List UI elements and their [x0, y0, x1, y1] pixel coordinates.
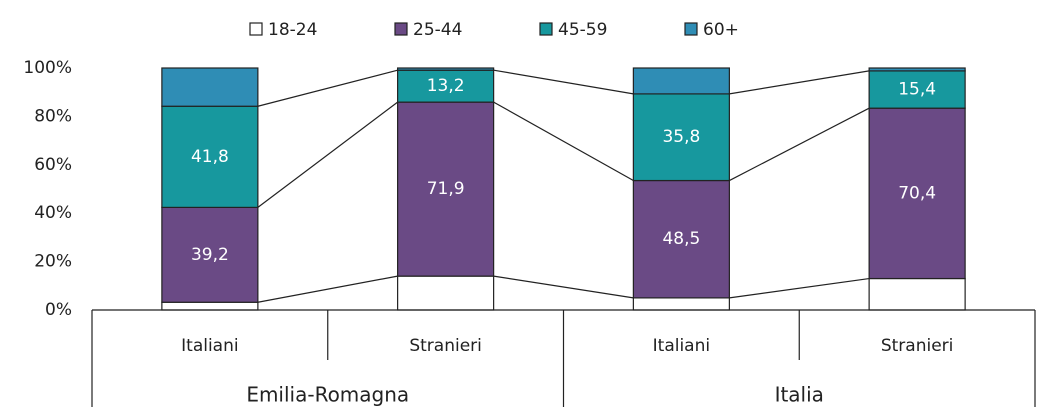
value-label: 48,5 [662, 229, 700, 249]
value-label: 39,2 [191, 245, 229, 265]
value-label: 71,9 [427, 179, 465, 199]
legend-swatch [684, 22, 698, 36]
bar-segment [868, 70, 966, 109]
bar-segment [632, 93, 730, 182]
bar-segment [161, 67, 259, 107]
group-label: Emilia-Romagna [246, 383, 409, 407]
connector [493, 275, 634, 299]
group-label: Italia [775, 383, 824, 407]
legend-swatch [539, 22, 553, 36]
connector [729, 107, 870, 182]
value-label: 13,2 [427, 76, 465, 96]
value-label: 70,4 [898, 183, 936, 203]
bar-segment [632, 67, 730, 95]
connector [257, 69, 398, 107]
bar-segment [397, 67, 495, 71]
x-tick-label: Stranieri [881, 336, 954, 356]
y-tick-label: 0% [45, 300, 72, 320]
bar-segment [632, 297, 730, 311]
bar-segment [397, 275, 495, 311]
bar-segment [161, 301, 259, 311]
x-tick-label: Italiani [653, 336, 710, 356]
bar-segment [161, 105, 259, 208]
value-label: 41,8 [191, 147, 229, 167]
legend-label: 45-59 [558, 20, 607, 40]
y-tick-label: 60% [34, 155, 72, 175]
x-tick-label: Stranieri [409, 336, 482, 356]
bar-segment [632, 179, 730, 299]
connector [729, 70, 870, 95]
bar-segment [161, 206, 259, 303]
y-tick-label: 80% [34, 106, 72, 126]
y-tick-label: 100% [23, 58, 72, 78]
bar-segment [868, 107, 966, 280]
value-label: 15,4 [898, 80, 936, 100]
bar-segment [397, 69, 495, 103]
bar-segment [868, 277, 966, 311]
legend-label: 18-24 [268, 20, 317, 40]
x-tick-label: Italiani [181, 336, 238, 356]
legend-label: 25-44 [413, 20, 462, 40]
y-tick-label: 20% [34, 252, 72, 272]
connector [257, 275, 398, 303]
bar-segment [868, 67, 966, 72]
connector [493, 69, 634, 95]
value-label: 35,8 [662, 127, 700, 147]
connector [493, 101, 634, 182]
y-tick-label: 40% [34, 203, 72, 223]
legend-swatch [249, 22, 263, 36]
connector [257, 101, 398, 208]
legend-label: 60+ [703, 20, 739, 40]
legend-swatch [394, 22, 408, 36]
connector [729, 277, 870, 299]
